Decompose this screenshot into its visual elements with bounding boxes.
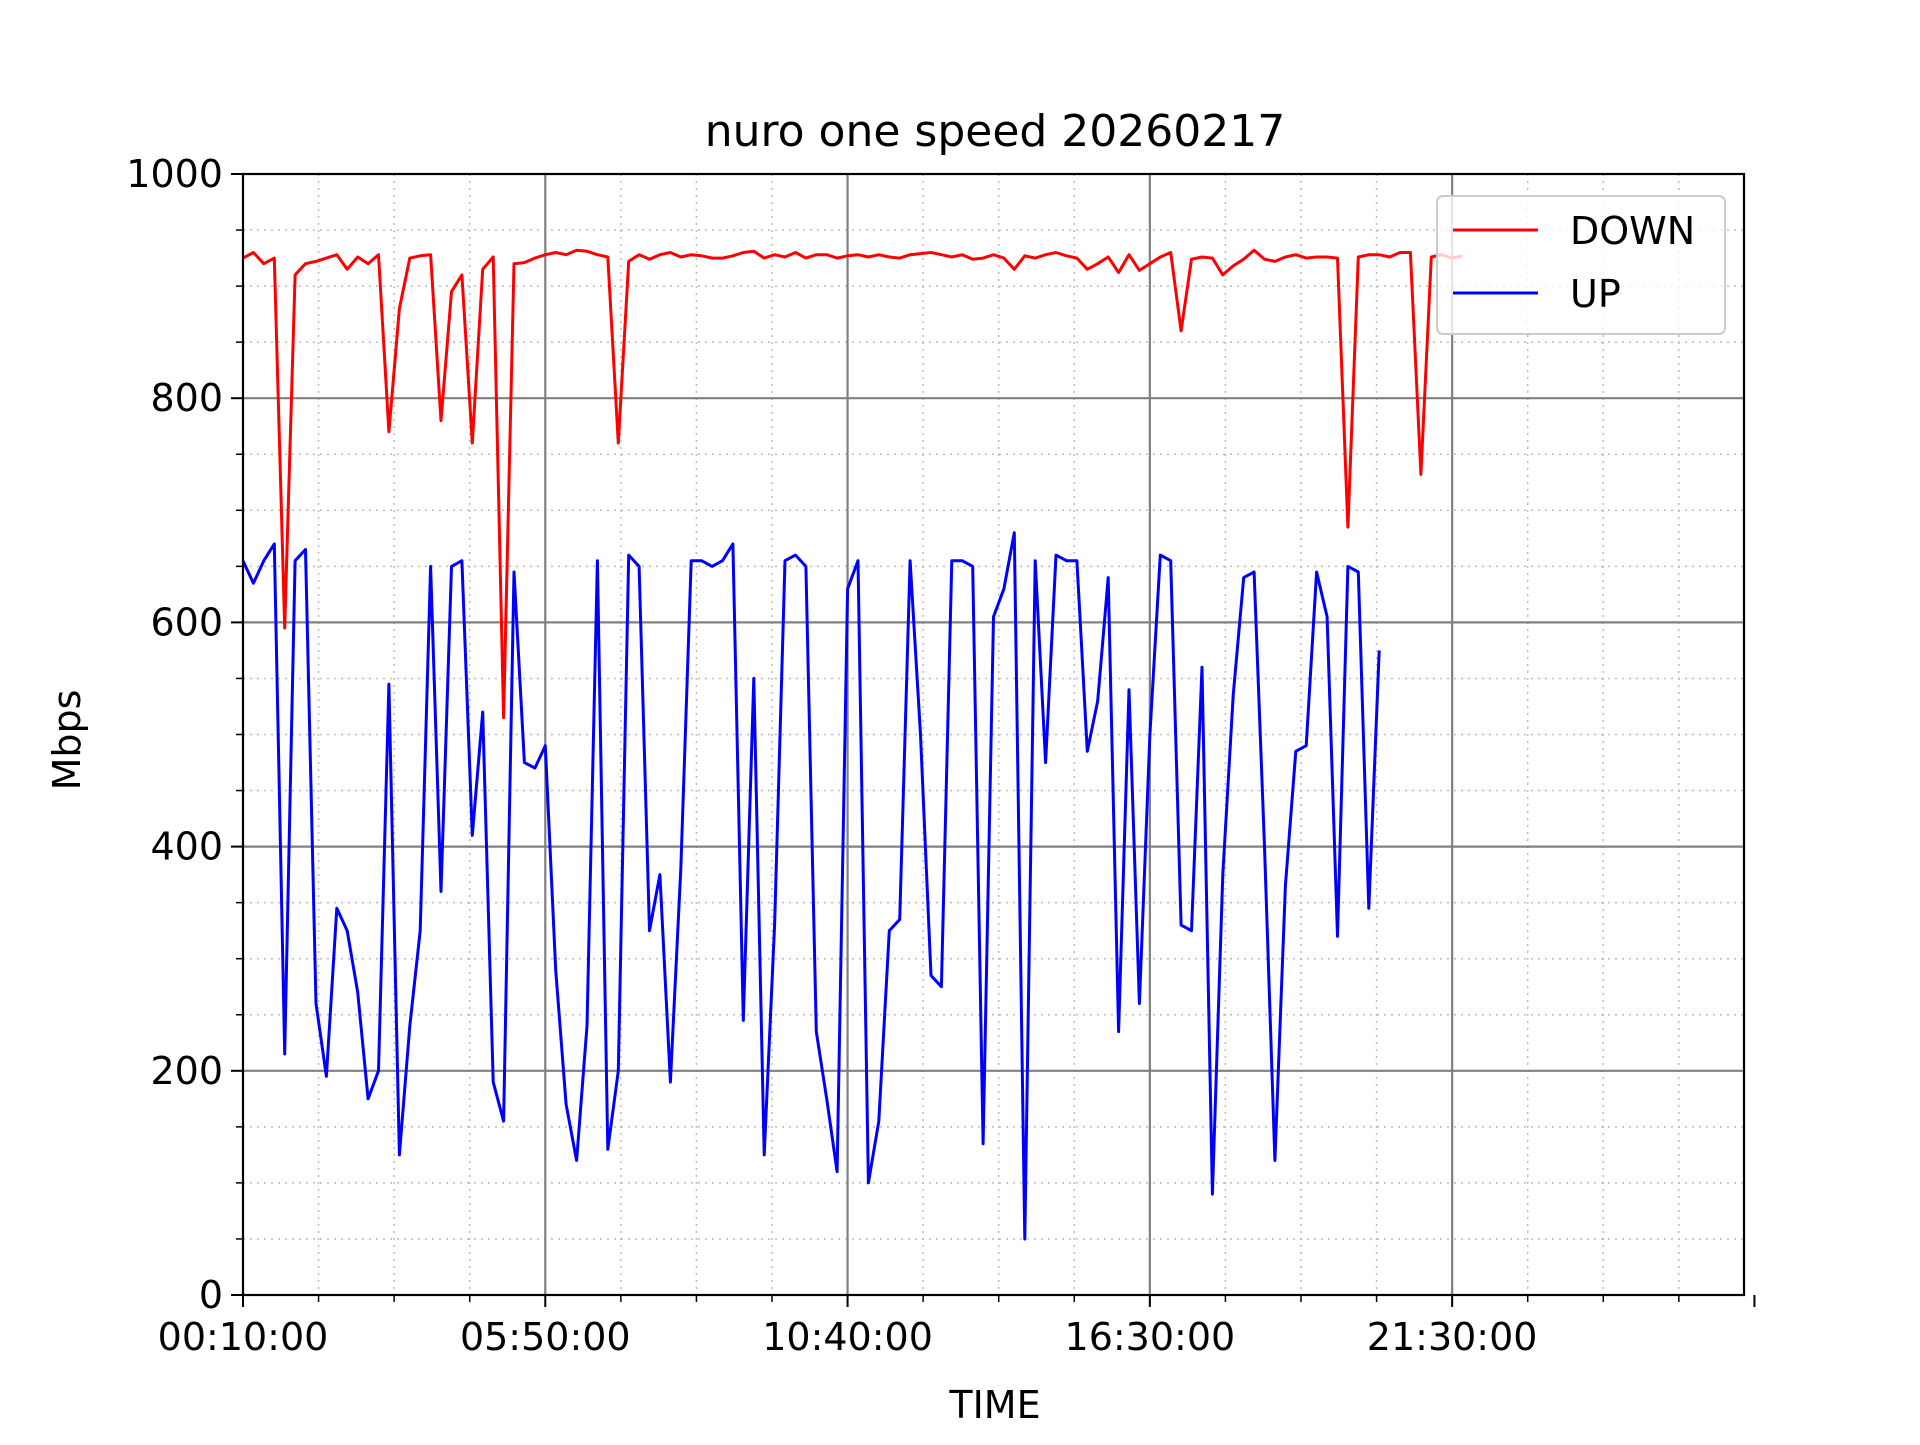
x-tick-label: 10:40:00 xyxy=(762,1315,933,1359)
y-axis-label: Mbps xyxy=(45,690,89,791)
y-tick-label: 600 xyxy=(150,600,223,644)
legend-label-down: DOWN xyxy=(1570,209,1695,253)
y-tick-label: 400 xyxy=(150,825,223,869)
x-tick-label: 16:30:00 xyxy=(1065,1315,1236,1359)
chart-title: nuro one speed 20260217 xyxy=(705,106,1286,157)
y-tick-label: 800 xyxy=(150,376,223,420)
x-tick-label: 21:30:00 xyxy=(1367,1315,1538,1359)
axes-layer: 0 200 400 600 800 1000 00:10:00 05:50:00 10:40:0… xyxy=(126,152,1756,1359)
legend-label-up: UP xyxy=(1570,272,1621,316)
series-line-up xyxy=(241,531,1381,1241)
series-layer xyxy=(241,248,1463,1241)
plot-frame xyxy=(241,172,1746,1297)
x-axis-label: TIME xyxy=(948,1383,1040,1427)
x-tick-label: 05:50:00 xyxy=(460,1315,631,1359)
series-line-down xyxy=(242,248,1463,720)
chart-legend: DOWN UP xyxy=(1436,195,1726,335)
y-tick-label: 0 xyxy=(199,1273,223,1317)
y-tick-label: 200 xyxy=(150,1049,223,1093)
y-tick-label: 1000 xyxy=(126,152,223,196)
x-tick-label: 00:10:00 xyxy=(158,1315,329,1359)
